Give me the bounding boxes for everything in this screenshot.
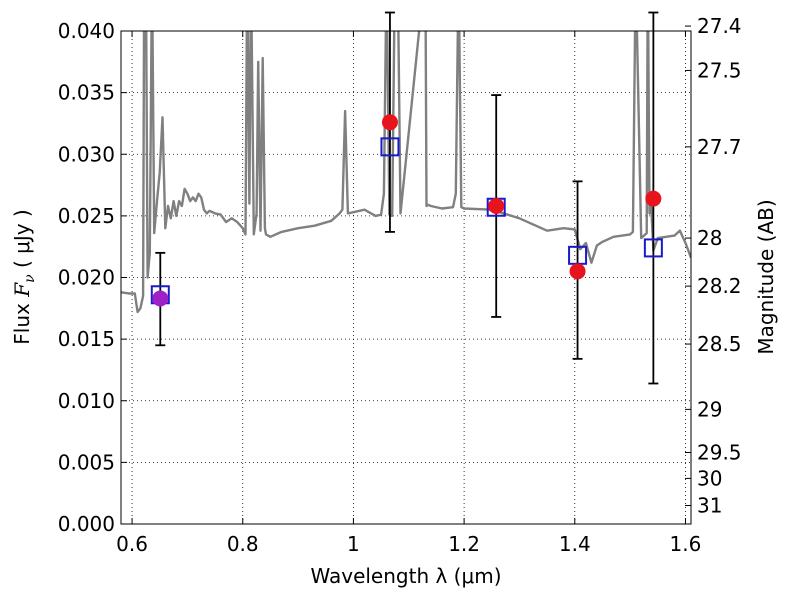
y2-tick-label: 29.5 (697, 441, 742, 465)
y-tick-label: 0.015 (58, 327, 115, 351)
ticks: 0.6 0.8 1 1.2 1.4 1.6 0.000 0.005 0.010 0.015 0.02… (58, 14, 742, 556)
y2-tick-label: 28.5 (697, 332, 742, 356)
markers-layer (150, 11, 663, 385)
x-axis-label: Wavelength λ (μm) (310, 564, 501, 588)
y2-tick-label: 29 (697, 397, 722, 421)
y-tick-label: 0.005 (58, 450, 115, 474)
y2-tick-label: 30 (697, 466, 722, 490)
spectrum-line (121, 31, 691, 314)
y2-tick-label: 31 (697, 494, 722, 518)
data-circle-marker (569, 263, 586, 280)
y-axis-label-symbol: F (10, 282, 34, 298)
y-axis-label-prefix: Flux (10, 297, 34, 345)
y2-tick-label: 27.5 (697, 58, 742, 82)
y2-tick-label: 28.2 (697, 274, 742, 298)
model-square-marker (643, 238, 663, 258)
x-tick-label: 1 (347, 532, 360, 556)
y-axis-label-suffix: ( μJy ) (10, 209, 34, 274)
data-circle-marker (488, 198, 505, 215)
model-square-marker (380, 137, 400, 157)
data-circle-marker (645, 190, 662, 207)
y-tick-label: 0.035 (58, 81, 115, 105)
y-tick-label: 0.000 (58, 512, 115, 536)
y-axis-label: Flux Fν ( μJy ) (10, 209, 38, 344)
x-tick-label: 0.8 (227, 532, 259, 556)
series-layer (121, 31, 691, 314)
y2-tick-label: 28 (697, 226, 722, 250)
y2-axis-label: Magnitude (AB) (754, 199, 778, 354)
data-circle-marker (381, 114, 398, 131)
y-tick-label: 0.040 (58, 19, 115, 43)
y2-tick-label: 27.7 (697, 135, 742, 159)
y-tick-label: 0.020 (58, 266, 115, 290)
x-tick-label: 1.6 (670, 532, 702, 556)
x-tick-label: 1.4 (559, 532, 591, 556)
y2-tick-label: 27.4 (697, 14, 742, 38)
y-tick-label: 0.010 (58, 389, 115, 413)
y-tick-label: 0.025 (58, 204, 115, 228)
y-tick-label: 0.030 (58, 142, 115, 166)
data-circle-marker (152, 290, 169, 307)
y-axis-label-subscript: ν (22, 274, 38, 283)
x-tick-label: 0.6 (116, 532, 148, 556)
x-tick-label: 1.2 (448, 532, 480, 556)
